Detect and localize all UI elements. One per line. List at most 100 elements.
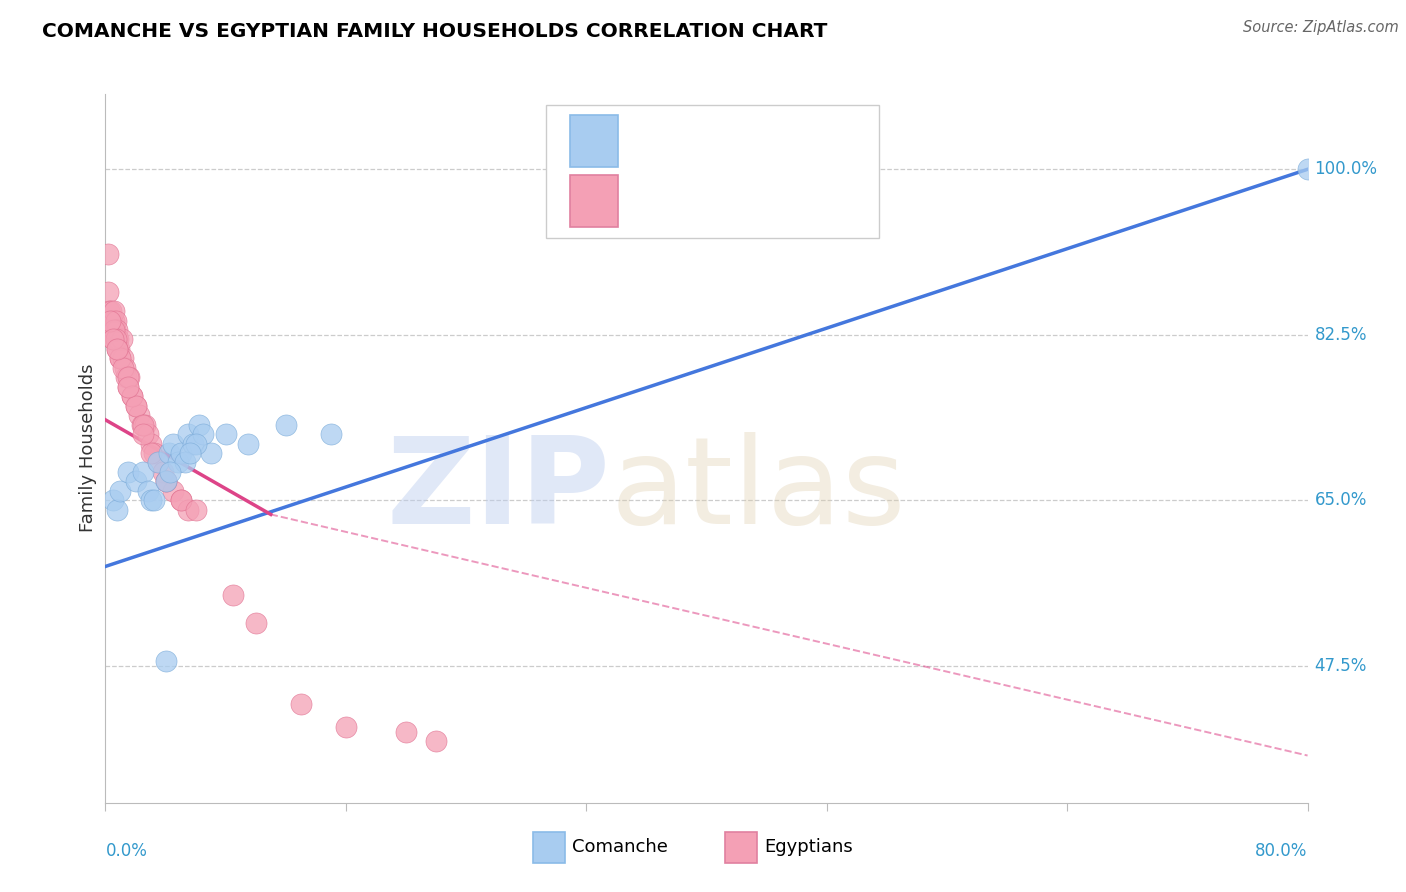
Text: Comanche: Comanche (572, 838, 668, 856)
Point (117, 380, 139, 394)
Point (155, 475, 177, 489)
Point (184, 502, 207, 516)
Point (319, 427, 342, 442)
Point (107, 502, 129, 516)
Point (174, 455, 197, 469)
Point (136, 427, 159, 442)
Point (200, 446, 222, 460)
Point (395, 724, 418, 739)
Text: ZIP: ZIP (387, 433, 610, 549)
Text: -0.215: -0.215 (683, 192, 748, 210)
Point (118, 370, 141, 384)
Point (103, 313, 125, 327)
Text: Egyptians: Egyptians (765, 838, 853, 856)
Point (101, 333, 124, 347)
Point (166, 455, 188, 469)
Text: 0.713: 0.713 (683, 132, 747, 150)
Point (101, 323, 124, 337)
Point (191, 427, 214, 442)
Point (108, 342, 131, 356)
Point (128, 408, 150, 422)
Text: 82.5%: 82.5% (1315, 326, 1367, 343)
Point (117, 380, 139, 394)
Point (105, 333, 128, 347)
Point (335, 720, 357, 734)
Point (101, 333, 124, 347)
Point (107, 333, 129, 347)
Point (214, 427, 236, 442)
Text: 47.5%: 47.5% (1315, 657, 1367, 674)
Point (155, 654, 177, 668)
Point (1296, 162, 1319, 177)
Point (155, 475, 177, 489)
Point (159, 465, 181, 479)
Point (103, 304, 125, 318)
Point (245, 616, 267, 631)
Point (104, 313, 127, 327)
Point (131, 417, 153, 432)
Point (115, 370, 138, 384)
Point (184, 436, 207, 450)
Point (238, 436, 260, 450)
Point (139, 446, 162, 460)
Point (425, 734, 447, 748)
Text: R =: R = (641, 192, 675, 210)
Point (134, 417, 156, 432)
Point (98, 304, 121, 318)
Point (181, 436, 204, 450)
Point (155, 475, 177, 489)
Point (117, 370, 139, 384)
Point (104, 323, 127, 337)
Y-axis label: Family Households: Family Households (79, 364, 97, 533)
Point (112, 351, 135, 366)
Point (132, 417, 155, 432)
Point (152, 465, 174, 479)
Point (177, 502, 200, 516)
Text: N =: N = (758, 192, 792, 210)
Point (97, 285, 120, 300)
Text: R =: R = (641, 132, 675, 150)
Point (169, 493, 191, 508)
Text: 100.0%: 100.0% (1315, 161, 1378, 178)
Point (177, 427, 200, 442)
Point (222, 588, 245, 602)
Point (169, 493, 191, 508)
Point (101, 313, 124, 327)
Point (162, 436, 184, 450)
Point (114, 360, 136, 375)
Point (162, 483, 184, 498)
Point (142, 446, 165, 460)
Point (290, 697, 312, 711)
Point (101, 493, 124, 508)
Point (103, 323, 125, 337)
Point (98, 313, 121, 327)
Point (104, 333, 127, 347)
Point (107, 342, 129, 356)
Point (132, 427, 155, 442)
Point (110, 483, 132, 498)
Point (139, 493, 162, 508)
Text: 62: 62 (803, 192, 828, 210)
Point (146, 455, 169, 469)
Point (111, 333, 134, 347)
Text: 65.0%: 65.0% (1315, 491, 1367, 509)
Point (124, 399, 146, 413)
Point (157, 446, 180, 460)
Point (139, 436, 162, 450)
Point (110, 351, 132, 366)
Point (274, 417, 297, 432)
Point (142, 493, 165, 508)
Point (117, 465, 139, 479)
Point (187, 417, 209, 432)
Point (124, 475, 146, 489)
Point (107, 323, 129, 337)
Text: Source: ZipAtlas.com: Source: ZipAtlas.com (1243, 20, 1399, 35)
Point (97, 247, 120, 261)
Point (100, 304, 122, 318)
Point (132, 465, 155, 479)
Point (136, 483, 159, 498)
Point (98, 313, 121, 327)
Point (107, 342, 129, 356)
Point (110, 351, 132, 366)
Text: 0.0%: 0.0% (105, 842, 148, 860)
